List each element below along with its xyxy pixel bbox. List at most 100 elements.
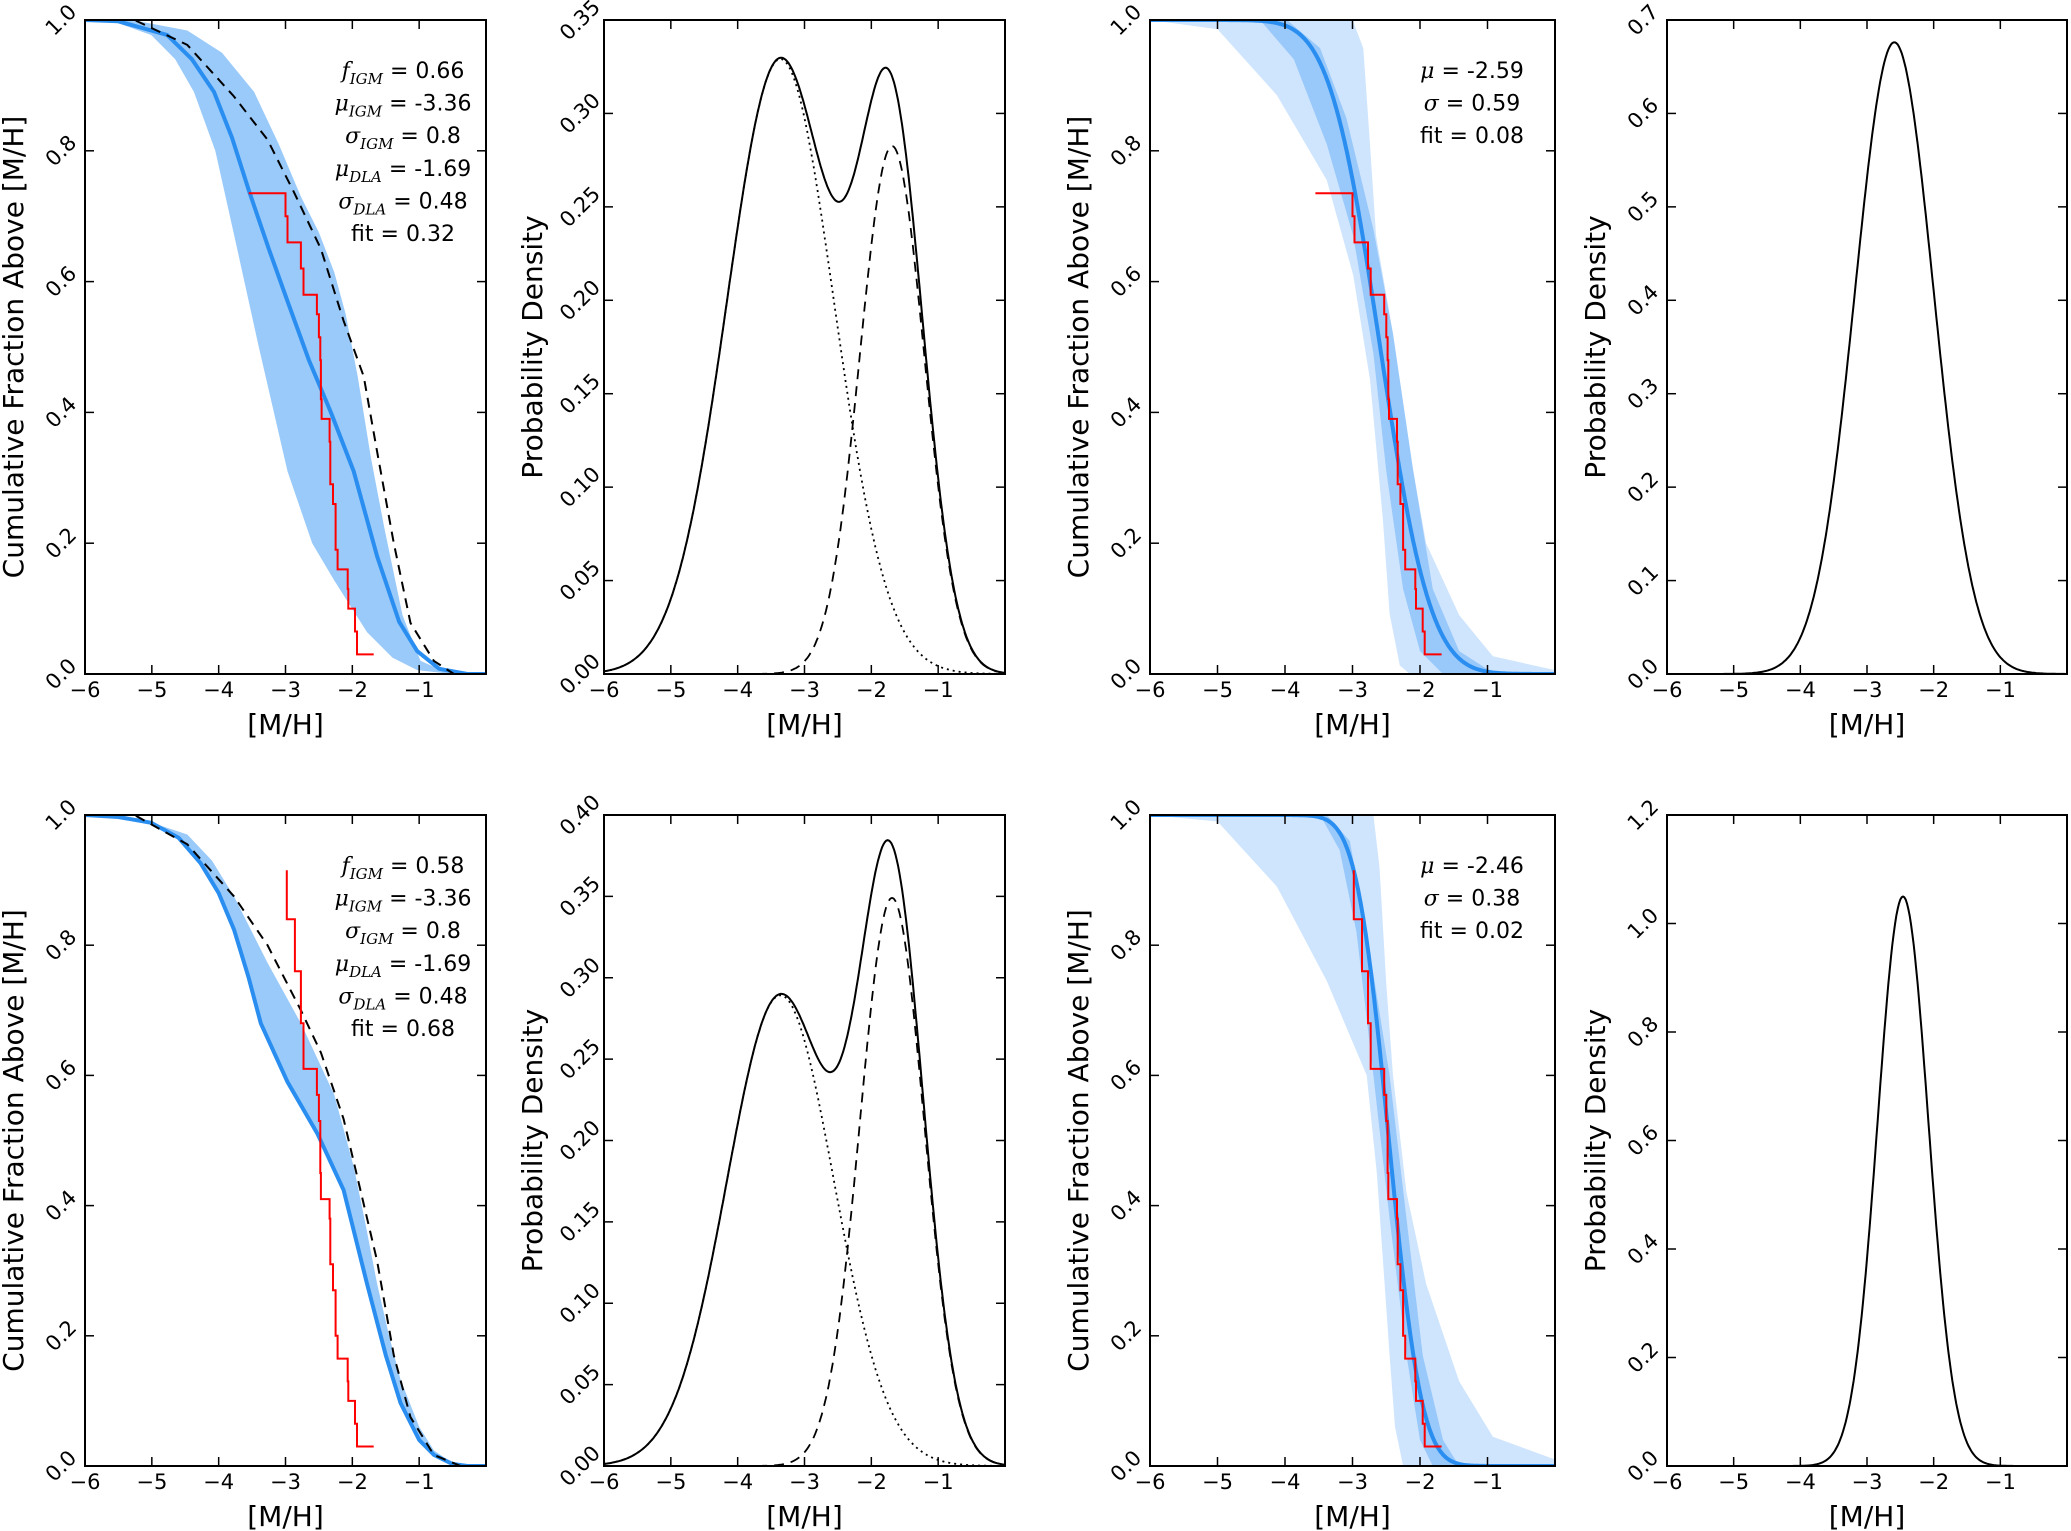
parameter-annotation: μDLA = -1.69 (335, 157, 471, 186)
y-tick-label: 0.30 (555, 953, 605, 1003)
x-tick-label: −4 (722, 1470, 753, 1494)
y-tick-label: 0.6 (41, 1055, 82, 1096)
parameter-subscript: DLA (348, 963, 382, 981)
parameter-value: = -3.36 (382, 92, 471, 117)
parameter-subscript: IGM (349, 70, 384, 88)
parameter-value: = -1.69 (382, 157, 471, 182)
plot-area (1667, 895, 2067, 1466)
parameter-value: = 0.38 (1439, 887, 1520, 912)
panel-bottom-second: −6 −5 −4 −3 −2 −10.000.050.100.150.200.250.30… (516, 790, 1006, 1531)
model-cdf-line (85, 20, 486, 674)
parameter-value: = 0.48 (386, 984, 467, 1009)
x-axis-label: [M/H] (1829, 1500, 1906, 1531)
x-tick-label: −6 (1135, 678, 1166, 702)
y-axis-label: Probability Density (516, 1009, 549, 1272)
x-tick-label: −3 (270, 1470, 301, 1494)
total-pdf-line (604, 839, 1005, 1466)
x-tick-label: −4 (1270, 678, 1301, 702)
x-tick-label: −6 (1652, 1470, 1683, 1494)
plot-area (85, 815, 486, 1466)
parameter-symbol: σ (345, 124, 361, 149)
y-tick-label: 0.35 (555, 0, 605, 45)
x-tick-label: −2 (856, 678, 887, 702)
x-tick-label: −1 (404, 678, 435, 702)
parameter-value: = 0.8 (393, 919, 460, 944)
parameter-symbol: μ (335, 92, 349, 117)
x-axis-label: [M/H] (1314, 1500, 1391, 1531)
parameter-subscript: IGM (359, 930, 394, 948)
x-tick-label: −3 (1852, 678, 1883, 702)
y-tick-label: 0.6 (1106, 261, 1147, 302)
confidence-band-light (1150, 815, 1555, 1466)
x-axis-label: [M/H] (1314, 708, 1391, 741)
observed-step-line (1315, 192, 1442, 656)
axes-frame (1666, 814, 2068, 1467)
x-tick-label: −4 (722, 678, 753, 702)
parameter-value: = -3.36 (382, 887, 471, 912)
x-tick-label: −3 (1337, 1470, 1368, 1494)
y-axis-label: Probability Density (1579, 215, 1612, 478)
y-tick-label: 0.8 (1106, 131, 1147, 172)
y-tick-label: 1.0 (1106, 795, 1147, 836)
pdf-line (1667, 895, 2067, 1466)
parameter-annotation: σDLA = 0.48 (338, 984, 467, 1013)
parameter-symbol: μ (1420, 59, 1434, 84)
plot-area (1667, 41, 2067, 674)
y-tick-label: 0.1 (1623, 560, 1664, 601)
parameter-annotation: σIGM = 0.8 (345, 124, 461, 153)
observed-step-line (1352, 870, 1442, 1448)
plot-area (604, 839, 1005, 1466)
x-tick-label: −1 (404, 1470, 435, 1494)
y-tick-label: 0.40 (555, 790, 605, 840)
panel-bottom-right: −6 −5 −4 −3 −2 −10.00.20.40.60.81.01.2[M/H]Pr… (1579, 795, 2068, 1531)
y-tick-label: 0.30 (555, 88, 605, 138)
parameter-annotation: σ = 0.38 (1424, 887, 1520, 912)
pdf-line (1667, 41, 2067, 674)
y-tick-label: 0.3 (1623, 373, 1664, 414)
panel-bottom-third: −6 −5 −4 −3 −2 −10.00.20.40.60.81.0[M/H]Cumul… (1062, 795, 1556, 1531)
plot-area (85, 20, 486, 674)
parameter-value: = 0.58 (383, 854, 464, 879)
parameter-annotation: fit = 0.32 (351, 222, 455, 247)
parameter-value: = -1.69 (382, 952, 471, 977)
x-tick-label: −2 (1405, 1470, 1436, 1494)
parameter-annotation: μIGM = -3.36 (335, 92, 472, 121)
x-tick-label: −4 (1270, 1470, 1301, 1494)
axes-frame (84, 814, 487, 1467)
parameter-symbol: σ (345, 919, 361, 944)
x-tick-label: −2 (1918, 678, 1949, 702)
model-cdf-line (1150, 815, 1555, 1466)
y-tick-label: 0.2 (1623, 1337, 1664, 1378)
y-tick-label: 0.6 (41, 261, 82, 302)
parameter-annotation: σDLA = 0.48 (338, 189, 467, 218)
x-tick-label: −1 (1985, 678, 2016, 702)
y-tick-label: 0.6 (1106, 1055, 1147, 1096)
parameter-value: fit = 0.08 (1420, 124, 1524, 149)
panel-bottom-left: −6 −5 −4 −3 −2 −10.00.20.40.60.81.0[M/H]Cumul… (0, 795, 487, 1531)
observed-step-line (285, 870, 374, 1448)
x-tick-label: −5 (1718, 1470, 1749, 1494)
parameter-symbol: σ (338, 984, 354, 1009)
y-tick-label: 0.7 (1623, 0, 1664, 40)
parameter-subscript: DLA (352, 995, 386, 1013)
parameter-value: = 0.48 (386, 189, 467, 214)
parameter-value: = -2.59 (1434, 59, 1523, 84)
x-tick-label: −5 (136, 678, 167, 702)
confidence-band-light (1150, 20, 1555, 674)
parameter-annotation: σIGM = 0.8 (345, 919, 461, 948)
y-tick-label: 0.4 (41, 392, 82, 433)
parameter-subscript: DLA (348, 168, 382, 186)
x-tick-label: −5 (1718, 678, 1749, 702)
plot-area (1150, 20, 1555, 674)
parameter-subscript: IGM (349, 865, 384, 883)
x-tick-label: −1 (1472, 1470, 1503, 1494)
x-tick-label: −2 (1918, 1470, 1949, 1494)
parameter-value: fit = 0.32 (351, 222, 455, 247)
y-tick-label: 0.6 (1623, 93, 1664, 134)
model-cdf-line (85, 815, 486, 1466)
y-tick-label: 0.15 (555, 369, 605, 419)
y-tick-label: 0.5 (1623, 187, 1664, 228)
x-tick-label: −5 (655, 1470, 686, 1494)
y-tick-label: 0.6 (1623, 1120, 1664, 1161)
parameter-annotation: fIGM = 0.58 (340, 854, 465, 883)
